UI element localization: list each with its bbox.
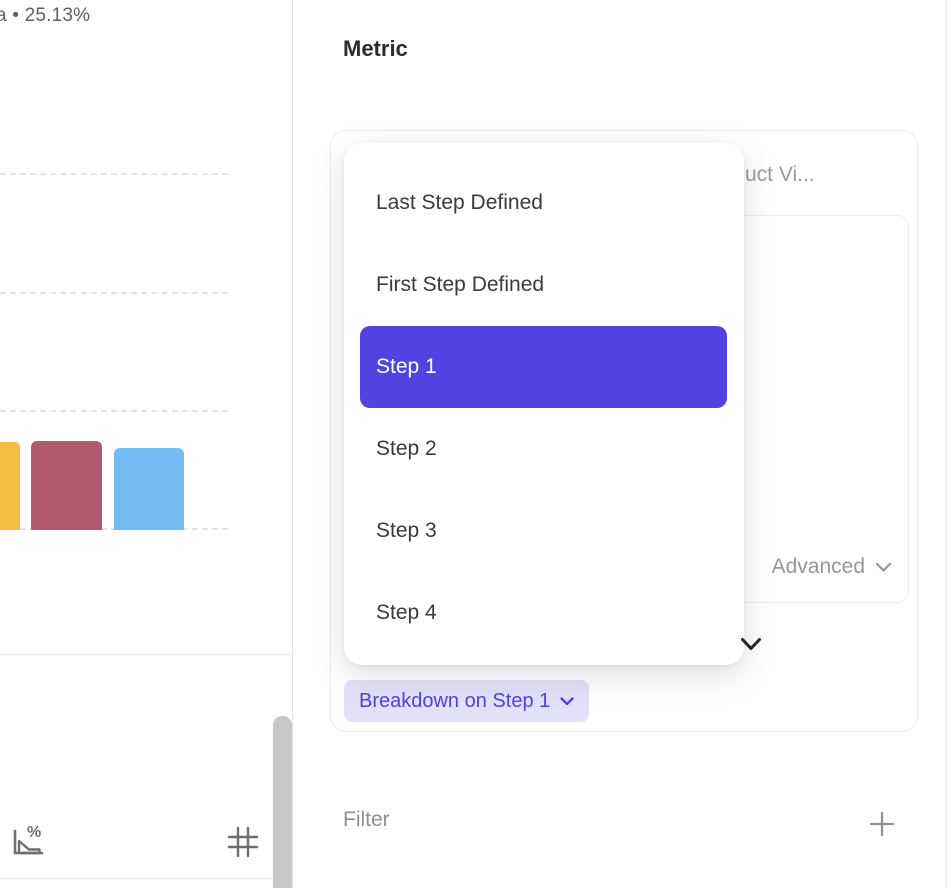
chevron-down-icon [560, 696, 574, 706]
chart-gridline [0, 173, 228, 175]
advanced-label: Advanced [771, 555, 865, 578]
grid-hash-icon[interactable] [226, 825, 260, 859]
series-label: a • 25.13% [0, 5, 91, 26]
event-selector-label[interactable]: uct Vi... [745, 163, 815, 186]
dropdown-option-last-step-defined[interactable]: Last Step Defined [376, 191, 543, 214]
chart-panel: a • 25.13% % [0, 0, 293, 888]
metric-heading: Metric [343, 36, 408, 61]
dropdown-option-first-step-defined[interactable]: First Step Defined [376, 273, 545, 296]
filter-label: Filter [343, 808, 390, 831]
dropdown-option-step-2[interactable]: Step 2 [376, 437, 437, 460]
collapse-chevron-icon[interactable] [740, 636, 762, 654]
funnel-percent-icon[interactable]: % [8, 820, 48, 860]
horizontal-divider [0, 878, 274, 879]
advanced-toggle[interactable]: Advanced [772, 555, 892, 579]
dropdown-option-step-1[interactable]: Step 1 [360, 326, 727, 408]
dropdown-option-step-4[interactable]: Step 4 [376, 601, 437, 624]
panel-divider [292, 0, 293, 888]
vertical-scrollbar[interactable] [273, 716, 292, 888]
chart-gridline [0, 410, 228, 412]
chart-gridline [0, 292, 228, 294]
funnel-bar-red[interactable] [31, 441, 102, 530]
breakdown-button[interactable]: Breakdown on Step 1 [344, 680, 590, 722]
add-filter-button[interactable] [868, 810, 896, 838]
breakdown-button-label: Breakdown on Step 1 [359, 689, 551, 712]
dropdown-option-step-3[interactable]: Step 3 [376, 519, 437, 542]
funnel-bar-blue[interactable] [114, 448, 184, 530]
right-edge-divider [946, 0, 947, 888]
metric-dropdown-menu: Last Step Defined First Step Defined Ste… [344, 143, 744, 665]
horizontal-divider [0, 654, 293, 655]
svg-text:%: % [27, 824, 41, 841]
funnel-bar-yellow[interactable] [0, 442, 20, 530]
chevron-down-icon [875, 562, 892, 573]
